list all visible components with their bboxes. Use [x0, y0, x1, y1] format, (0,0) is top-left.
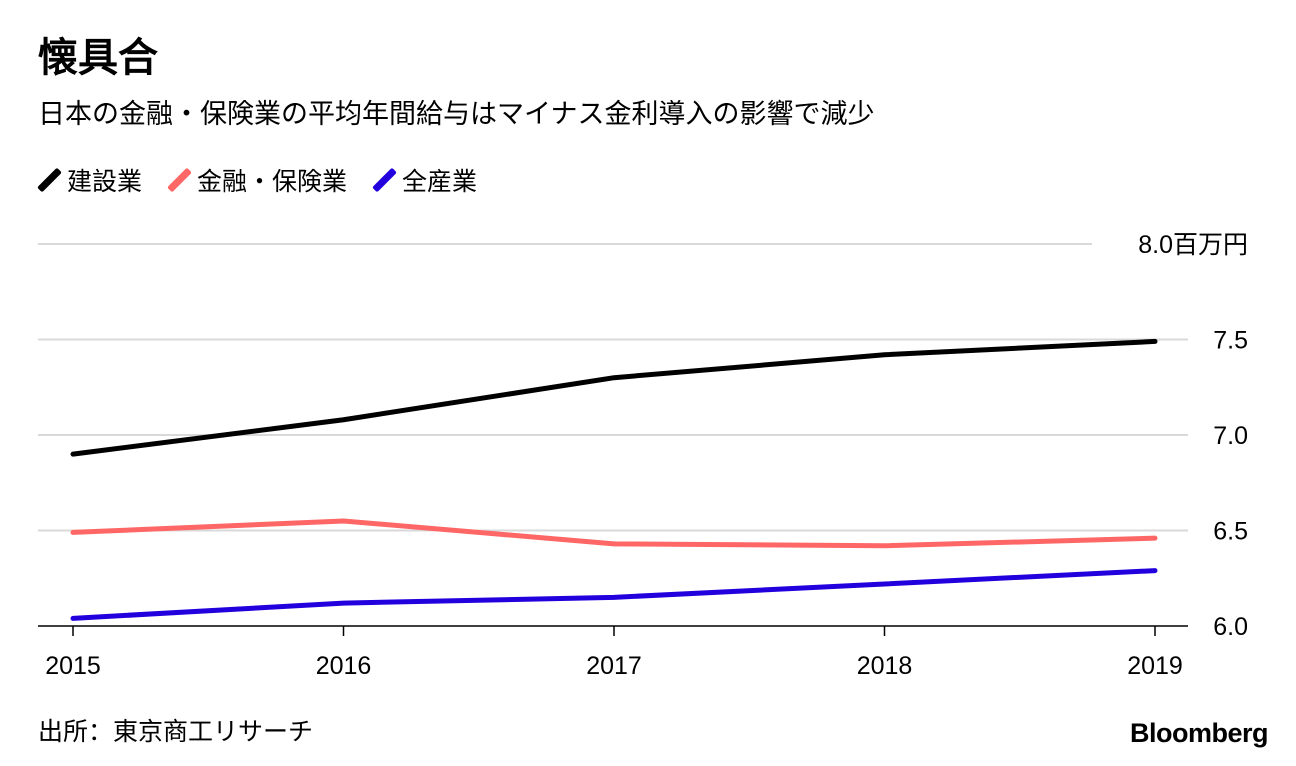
legend-item-all-industries: 全産業 [372, 162, 478, 198]
gridlines [38, 243, 1188, 532]
series-line-1 [70, 518, 1158, 549]
x-tick-label: 2015 [45, 652, 101, 680]
series-lines [70, 338, 1158, 621]
x-tick-label: 2016 [316, 652, 372, 680]
y-tick-label: 6.5 [1213, 518, 1248, 546]
legend: 建設業 金融・保険業 全産業 [37, 160, 503, 200]
bloomberg-logo: Bloomberg [1129, 718, 1269, 748]
y-tick-label: 7.5 [1213, 327, 1248, 355]
legend-item-finance-insurance: 金融・保険業 [167, 162, 348, 198]
y-tick-label: 6.0 [1213, 613, 1248, 641]
legend-label-construction: 建設業 [67, 168, 143, 196]
chart-subtitle: 日本の金融・保険業の平均年間給与はマイナス金利導入の影響で減少 [38, 99, 875, 129]
y-tick-label: 8.0百万円 [1138, 231, 1248, 259]
series-line-2 [70, 568, 1158, 621]
chart-title: 懐具合 [38, 36, 158, 80]
x-axis [38, 625, 1188, 636]
x-tick-label: 2017 [586, 652, 642, 680]
x-tick-label: 2019 [1127, 652, 1183, 680]
y-tick-label: 7.0 [1213, 422, 1248, 450]
legend-item-construction: 建設業 [37, 162, 143, 198]
source-note: 出所：東京商工リサーチ [38, 718, 314, 746]
x-tick-label: 2018 [857, 652, 913, 680]
legend-label-all-industries: 全産業 [402, 168, 478, 196]
axis-labels: 6.0 6.5 7.0 7.5 8.0百万円 2015 2016 2017 2018 2019 [45, 231, 1248, 680]
legend-label-finance-insurance: 金融・保険業 [197, 168, 348, 196]
series-line-0 [70, 338, 1158, 457]
